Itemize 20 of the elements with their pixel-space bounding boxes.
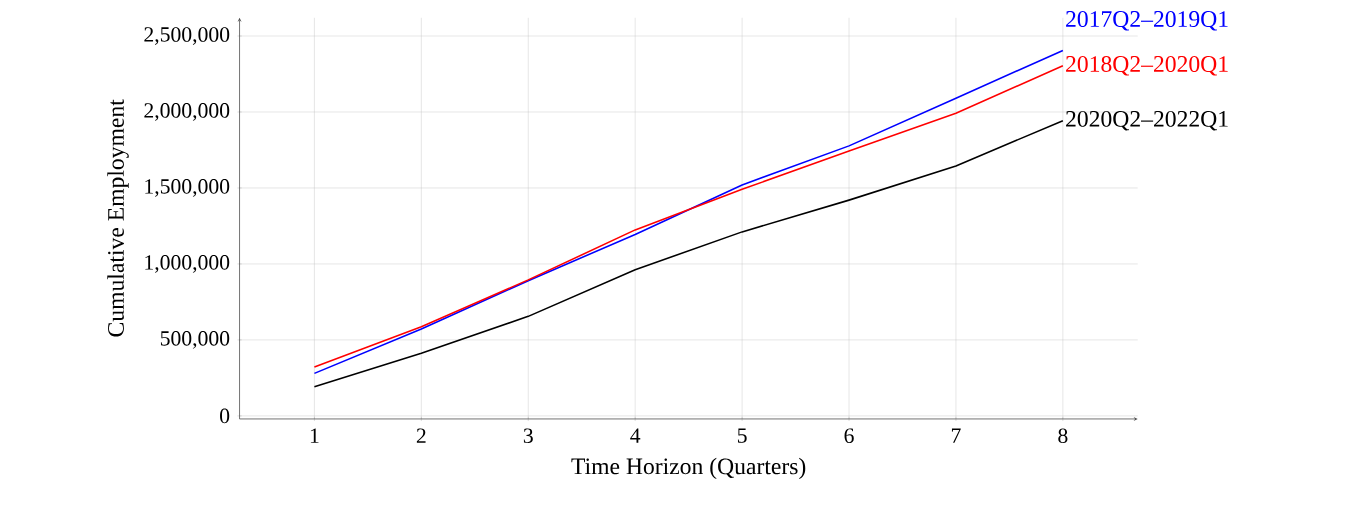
x-tick-label: 3	[523, 428, 533, 444]
x-tick-label: 4	[630, 428, 641, 443]
x-tick-label: 8	[1058, 428, 1068, 444]
x-tick-label: 6	[844, 428, 854, 444]
series-label: 2017Q2–2019Q1	[1066, 11, 1228, 31]
line-series	[313, 119, 1064, 388]
series-label: 2018Q2–2020Q1	[1066, 56, 1228, 76]
y-tick-label: 0	[220, 408, 230, 424]
y-tick-label: 500,000	[160, 331, 230, 349]
y-tick-label: 1,000,000	[145, 255, 230, 273]
x-tick-label: 5	[737, 428, 747, 443]
y-tick-label: 2,000,000	[144, 103, 230, 121]
x-axis-title: Time Horizon (Quarters)	[571, 457, 806, 480]
series-label: 2020Q2–2022Q1	[1066, 110, 1228, 131]
y-axis-title: Cumulative Employment	[107, 99, 129, 337]
y-tick-label: 1,500,000	[145, 179, 230, 197]
x-tick-label: 7	[951, 428, 961, 443]
x-tick-label: 2	[416, 428, 426, 443]
x-tick-label: 1	[310, 428, 319, 443]
y-tick-label: 2,500,000	[144, 27, 230, 45]
